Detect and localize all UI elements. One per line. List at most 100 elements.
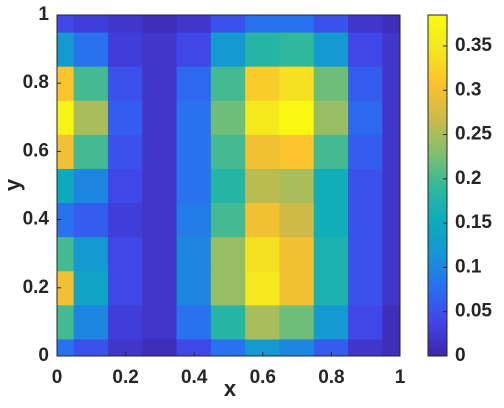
colorbar-tick-label: 0.35 bbox=[455, 35, 492, 56]
contour-cell bbox=[245, 15, 281, 33]
contour-cell bbox=[279, 167, 315, 204]
contour-cell bbox=[107, 167, 144, 204]
contour-cell bbox=[142, 236, 178, 272]
contour-cell bbox=[382, 65, 400, 101]
contour-cell bbox=[382, 270, 400, 306]
contour-cell bbox=[73, 304, 109, 340]
contour-cell bbox=[107, 202, 144, 238]
contour-cell bbox=[313, 167, 350, 204]
contour-cell bbox=[313, 236, 350, 272]
y-tick-label: 0.8 bbox=[23, 72, 49, 93]
contour-cell bbox=[348, 65, 384, 101]
contour-cell bbox=[176, 31, 212, 67]
contour-cell bbox=[382, 236, 400, 272]
colorbar-tick-label: 0.25 bbox=[455, 124, 492, 145]
contour-cell bbox=[210, 202, 247, 238]
contour-cell bbox=[313, 202, 350, 238]
contour-cell bbox=[382, 202, 400, 238]
contour-cell bbox=[313, 304, 350, 340]
contour-cell bbox=[348, 133, 384, 169]
contour-cell bbox=[142, 31, 178, 67]
contour-cell bbox=[348, 202, 384, 238]
contour-cell bbox=[73, 99, 109, 135]
contour-cell bbox=[279, 338, 315, 356]
contour-cell bbox=[142, 304, 178, 340]
contour-cell bbox=[57, 338, 75, 356]
contour-cell bbox=[210, 31, 247, 67]
y-tick-label: 1 bbox=[38, 4, 49, 25]
x-tick-label: 1 bbox=[395, 367, 406, 388]
contour-cell bbox=[176, 202, 212, 238]
contour-cell bbox=[245, 338, 281, 356]
contour-cell bbox=[313, 270, 350, 306]
contour-cell bbox=[313, 15, 350, 33]
contour-cell bbox=[142, 133, 178, 169]
contour-cell bbox=[245, 167, 281, 204]
x-axis-label: x bbox=[224, 376, 237, 401]
contour-cell bbox=[57, 236, 75, 272]
contour-cell bbox=[210, 15, 247, 33]
contour-cell bbox=[57, 304, 75, 340]
contour-cell bbox=[279, 236, 315, 272]
contour-cell bbox=[73, 236, 109, 272]
contour-cell bbox=[57, 133, 75, 169]
contour-cell bbox=[107, 31, 144, 67]
contour-cell bbox=[382, 338, 400, 356]
contour-cell bbox=[176, 236, 212, 272]
contour-cell bbox=[73, 167, 109, 204]
contour-cell bbox=[73, 65, 109, 101]
contour-cell bbox=[57, 15, 75, 33]
contour-cell bbox=[279, 31, 315, 67]
contour-cell bbox=[348, 15, 384, 33]
contour-cell bbox=[210, 167, 247, 204]
contour-field bbox=[57, 15, 400, 356]
contour-cell bbox=[176, 133, 212, 169]
colorbar-tick-label: 0.3 bbox=[455, 79, 481, 100]
contour-cell bbox=[107, 304, 144, 340]
contour-cell bbox=[73, 338, 109, 356]
contour-cell bbox=[107, 236, 144, 272]
contour-cell bbox=[313, 65, 350, 101]
colorbar-tick-label: 0 bbox=[455, 345, 466, 366]
contour-cell bbox=[245, 304, 281, 340]
contour-cell bbox=[176, 99, 212, 135]
contour-cell bbox=[142, 65, 178, 101]
contour-cell bbox=[142, 167, 178, 204]
contour-cell bbox=[210, 99, 247, 135]
contour-cell bbox=[73, 202, 109, 238]
contour-cell bbox=[313, 31, 350, 67]
contour-cell bbox=[279, 304, 315, 340]
contour-cell bbox=[210, 236, 247, 272]
contour-cell bbox=[382, 133, 400, 169]
contour-cell bbox=[176, 65, 212, 101]
contour-cell bbox=[73, 270, 109, 306]
colorbar-tick-label: 0.1 bbox=[455, 256, 482, 277]
contour-cell bbox=[348, 270, 384, 306]
contour-cell bbox=[73, 31, 109, 67]
contour-cell bbox=[57, 202, 75, 238]
contour-cell bbox=[279, 99, 315, 135]
contour-cell bbox=[57, 270, 75, 306]
y-axis-label: y bbox=[0, 178, 25, 191]
contour-cell bbox=[382, 15, 400, 33]
contour-cell bbox=[279, 133, 315, 169]
x-tick-label: 0.2 bbox=[112, 367, 138, 388]
y-tick-label: 0 bbox=[38, 345, 49, 366]
contour-cell bbox=[348, 304, 384, 340]
contour-cell bbox=[382, 304, 400, 340]
x-tick-label: 0.4 bbox=[181, 367, 208, 388]
x-tick-label: 0 bbox=[52, 367, 63, 388]
contour-cell bbox=[245, 202, 281, 238]
contour-cell bbox=[107, 270, 144, 306]
colorbar-tick-label: 0.15 bbox=[455, 212, 492, 233]
contour-cell bbox=[176, 15, 212, 33]
contour-cell bbox=[348, 338, 384, 356]
x-tick-label: 0.6 bbox=[250, 367, 276, 388]
contour-cell bbox=[142, 99, 178, 135]
y-tick-label: 0.6 bbox=[23, 140, 49, 161]
contour-cell bbox=[210, 304, 247, 340]
contour-cell bbox=[210, 338, 247, 356]
contour-cell bbox=[245, 31, 281, 67]
